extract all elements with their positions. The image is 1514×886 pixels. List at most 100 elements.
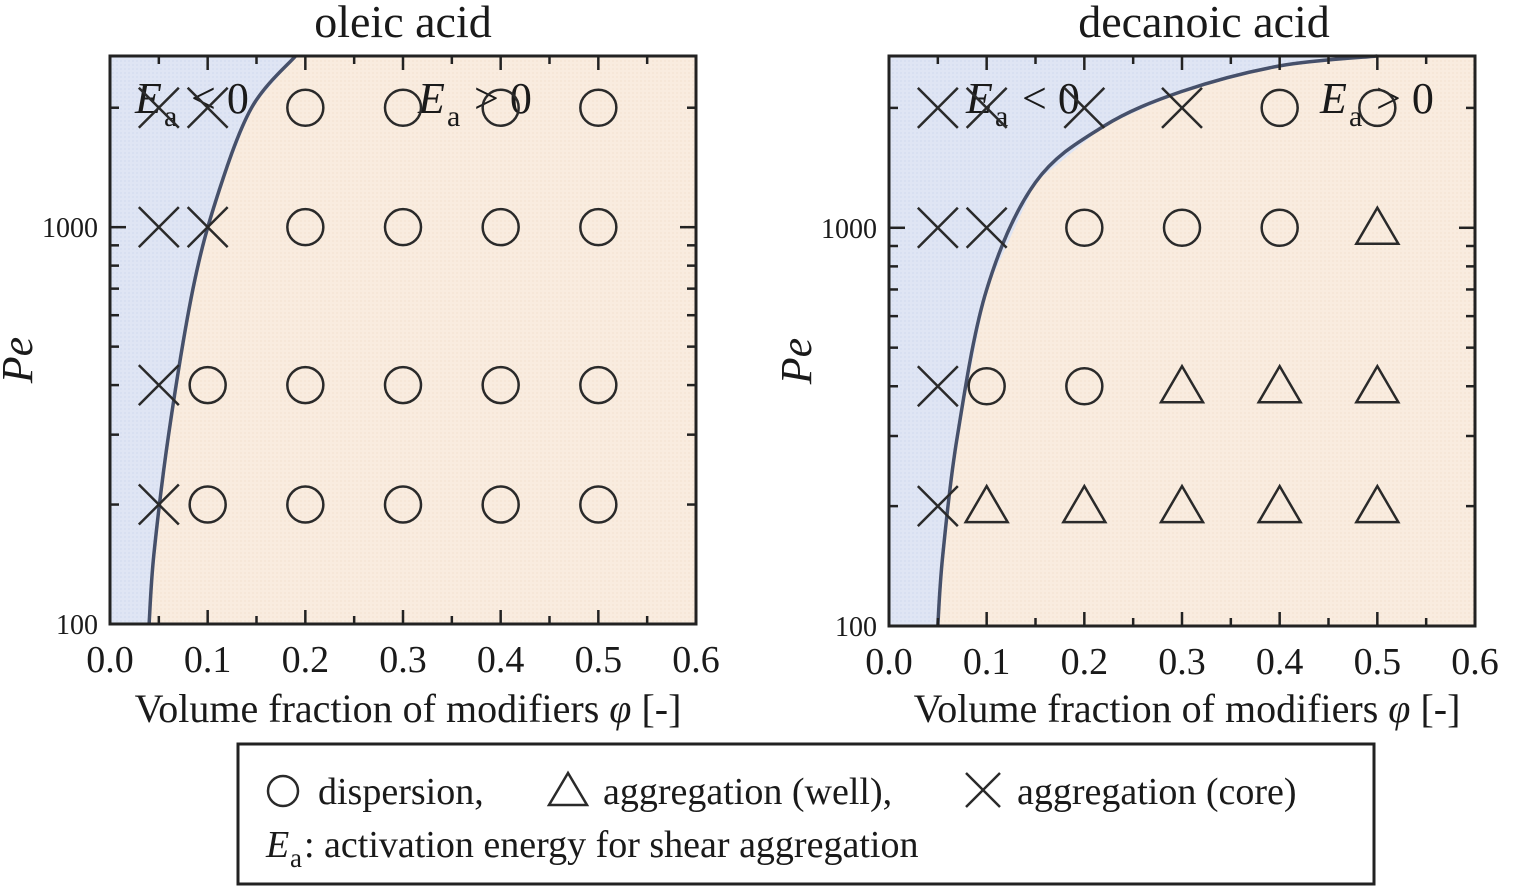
legend-cross-label: aggregation (core): [1017, 771, 1297, 813]
dispersion-marker: [188, 485, 227, 524]
x-tick-label: 0.4: [1256, 641, 1304, 683]
x-tick-label: 0.0: [865, 641, 913, 683]
cross-stroke: [965, 87, 1008, 129]
x-tick-label: 0.2: [1061, 641, 1109, 683]
region-symbol: E: [417, 74, 445, 123]
dispersion-marker: [286, 207, 325, 247]
y-tick-label: 100: [835, 612, 877, 643]
aggregation-well-marker: [1158, 483, 1206, 524]
chart-panel-2: 0.0 0.1 0.2 0.3 0.4 0.5 0.6 100 1000 decanoic aci…: [772, 0, 1499, 731]
region-subscript: a: [164, 100, 177, 133]
dispersion-marker: [1260, 208, 1299, 248]
y-axis-label: Pe: [772, 338, 821, 385]
y-tick-label: 100: [56, 610, 98, 641]
x-tick-label: 0.0: [86, 639, 134, 681]
cross-stroke: [186, 206, 229, 249]
x-tick-label: 0.5: [1354, 641, 1402, 683]
aggregation-core-marker: [137, 483, 180, 526]
dispersion-marker: [1358, 88, 1397, 128]
y-tick-label: 1000: [42, 213, 98, 244]
y-axis-label: Pe: [0, 337, 42, 384]
region-relation: < 0: [1022, 74, 1080, 123]
legend-ea-symbol: E: [265, 824, 289, 866]
cross-stroke: [916, 365, 959, 408]
dispersion-marker: [383, 365, 423, 405]
region-symbol: E: [1319, 74, 1347, 123]
cross-stroke: [916, 206, 959, 249]
legend-ea-subscript: a: [290, 843, 302, 873]
cross-stroke: [186, 86, 229, 129]
dispersion-marker: [383, 207, 423, 247]
activation-boundary-curve: [147, 54, 297, 625]
negative-region: [110, 56, 296, 624]
activation-boundary-curve: [936, 54, 1378, 627]
aggregation-well-marker: [1061, 483, 1108, 524]
x-tick-label: 0.4: [477, 639, 525, 681]
aggregation-core-marker: [916, 365, 959, 408]
aggregation-core-marker: [916, 206, 959, 249]
cross-stroke: [137, 364, 180, 406]
x-tick-label: 0.1: [184, 639, 232, 681]
region-relation: > 0: [474, 74, 532, 123]
cross-stroke: [965, 206, 1008, 249]
dispersion-marker: [579, 485, 618, 524]
dispersion-marker: [967, 366, 1006, 406]
x-tick-label: 0.6: [672, 639, 720, 681]
aggregation-core-marker: [1063, 87, 1106, 129]
dispersion-marker: [1260, 88, 1299, 128]
legend-triangle-label: aggregation (well),: [603, 771, 892, 813]
legend-frame: [236, 742, 1376, 886]
aggregation-well-marker: [1256, 483, 1303, 524]
dispersion-marker: [1065, 366, 1104, 406]
aggregation-core-marker: [965, 87, 1008, 129]
dispersion-marker: [1162, 208, 1202, 248]
y-tick-label: 1000: [821, 214, 877, 245]
dispersion-marker: [481, 365, 520, 405]
dispersion-marker: [383, 88, 423, 127]
dispersion-marker: [383, 485, 423, 524]
aggregation-core-marker: [916, 485, 959, 528]
legend-circle-marker: [266, 774, 300, 808]
x-tick-label: 0.3: [379, 639, 427, 681]
aggregation-core-marker: [137, 364, 180, 406]
aggregation-core-marker: [137, 86, 180, 129]
chart-title: oleic acid: [314, 0, 492, 47]
aggregation-core-marker: [186, 86, 229, 129]
aggregation-well-marker: [1354, 205, 1401, 246]
chart-title: decanoic acid: [1078, 0, 1330, 47]
dispersion-marker: [579, 207, 618, 247]
aggregation-core-marker: [916, 87, 959, 129]
cross-stroke: [916, 485, 959, 528]
dispersion-marker: [286, 365, 325, 405]
dispersion-marker: [579, 365, 618, 405]
x-axis-label: Volume fraction of modifiers φ [-]: [914, 686, 1461, 731]
dispersion-marker: [286, 88, 325, 127]
aggregation-well-marker: [1354, 363, 1401, 404]
dispersion-marker: [188, 365, 227, 405]
cross-stroke: [137, 86, 180, 129]
cross-stroke: [916, 87, 959, 129]
region-subscript: a: [447, 100, 460, 133]
legend-cross-marker: [965, 772, 1001, 808]
region-relation: > 0: [1376, 74, 1434, 123]
negative-region: [889, 56, 1378, 626]
x-tick-label: 0.1: [963, 641, 1011, 683]
legend-ea-description: : activation energy for shear aggregatio…: [304, 824, 918, 866]
x-axis-label: Volume fraction of modifiers φ [-]: [135, 686, 682, 731]
aggregation-well-marker: [963, 483, 1010, 524]
aggregation-core-marker: [137, 206, 180, 249]
x-tick-label: 0.5: [575, 639, 623, 681]
cross-stroke: [1063, 87, 1106, 129]
dispersion-marker: [481, 207, 520, 247]
dispersion-marker: [579, 88, 618, 127]
x-tick-label: 0.6: [1451, 641, 1499, 683]
legend-circle-label: dispersion,: [318, 771, 484, 813]
dispersion-marker: [286, 485, 325, 524]
aggregation-well-marker: [1158, 363, 1206, 404]
x-tick-label: 0.2: [282, 639, 330, 681]
dispersion-marker: [481, 88, 520, 127]
cross-stroke: [137, 206, 180, 249]
legend-triangle-marker: [546, 770, 590, 807]
cross-stroke: [1161, 87, 1203, 129]
